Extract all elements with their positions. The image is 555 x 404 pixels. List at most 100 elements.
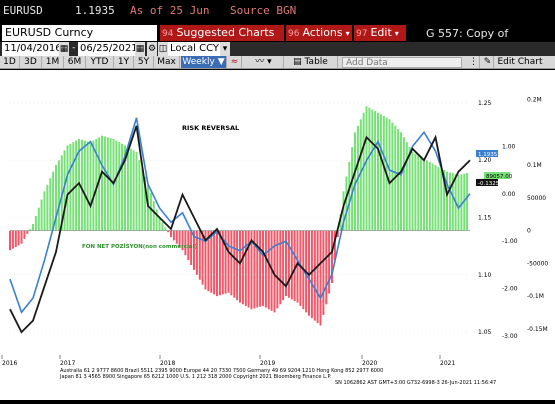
ticker-price: 1.1935 xyxy=(75,4,115,17)
tab-ytd[interactable]: YTD xyxy=(86,56,114,68)
line-style-icon[interactable]: ≈ xyxy=(228,56,242,68)
position-bar xyxy=(348,161,351,231)
position-bar xyxy=(164,227,167,231)
position-bar xyxy=(414,153,417,231)
last-position-box xyxy=(484,172,510,179)
position-bar xyxy=(285,230,287,297)
position-bar xyxy=(420,156,423,231)
position-bar xyxy=(264,230,267,308)
position-bar xyxy=(233,230,236,298)
position-bar xyxy=(98,137,101,231)
position-bar xyxy=(144,176,147,231)
position-bar xyxy=(201,230,204,285)
table-button[interactable]: ▤ Table xyxy=(284,56,338,68)
position-tick-label: 0.2M xyxy=(527,97,542,104)
time-tick-label: 2020 xyxy=(362,360,377,367)
position-bar xyxy=(167,230,170,233)
gridlines xyxy=(10,102,470,333)
position-bar xyxy=(342,191,345,231)
position-bar xyxy=(282,230,285,301)
suggested-charts-menu[interactable]: 94 Suggested Charts xyxy=(160,25,284,41)
chart-settings-icon[interactable]: ⚙ xyxy=(147,42,157,56)
position-bar xyxy=(161,222,164,231)
position-bars xyxy=(9,106,469,326)
position-bar xyxy=(287,230,290,298)
position-bar xyxy=(457,174,460,231)
position-bar xyxy=(218,230,221,296)
position-bar xyxy=(101,135,103,231)
position-bar xyxy=(308,230,310,316)
ticker-symbol: EURUSD xyxy=(3,4,43,17)
position-bar xyxy=(20,230,23,244)
position-bar xyxy=(256,230,259,308)
position-bar xyxy=(374,111,377,231)
position-bar xyxy=(331,230,333,283)
position-bar xyxy=(354,132,356,231)
position-bar xyxy=(121,143,124,231)
tab-1m[interactable]: 1M xyxy=(42,56,64,68)
position-bar xyxy=(440,168,443,231)
position-bar xyxy=(365,106,368,231)
position-annotation: FON NET POZİSYON(non commercial) xyxy=(82,243,197,250)
position-bar xyxy=(446,171,448,231)
start-date-field[interactable]: 11/04/2016 xyxy=(2,42,62,56)
tab-6m[interactable]: 6M xyxy=(64,56,86,68)
currency-dropdown-icon[interactable]: ▾ xyxy=(220,42,230,56)
chart-area[interactable]: RISK REVERSAL FON NET POZİSYON(non comme… xyxy=(0,70,555,400)
position-bar xyxy=(241,230,244,305)
actions-menu[interactable]: 96 Actions ▾ xyxy=(286,25,352,41)
position-bar xyxy=(66,145,69,231)
position-bar xyxy=(262,230,264,306)
period-select[interactable]: Weekly ▼ xyxy=(181,56,227,68)
footer-serial: SN 1062862 AST GMT+3:00 G732-6998-3 26-J… xyxy=(335,380,496,386)
tab-1y[interactable]: 1Y xyxy=(114,56,134,68)
position-bar xyxy=(227,230,230,293)
position-bar xyxy=(236,230,239,301)
edit-chart-button[interactable]: Edit Chart xyxy=(497,57,543,67)
add-data-input[interactable]: Add Data xyxy=(342,57,462,68)
position-bar xyxy=(29,229,32,231)
position-bar xyxy=(276,230,279,309)
position-bar xyxy=(138,160,141,231)
time-tick-label: 2021 xyxy=(440,360,455,367)
tab-5y[interactable]: 5Y xyxy=(134,56,154,68)
position-bar xyxy=(135,152,138,231)
end-calendar-icon[interactable]: ▦ xyxy=(135,42,145,56)
edit-menu[interactable]: 97 Edit ▾ xyxy=(354,25,406,41)
tab-3d[interactable]: 3D xyxy=(20,56,42,68)
currency-select[interactable]: Local CCY xyxy=(168,42,220,56)
position-bar xyxy=(319,230,322,326)
position-bar xyxy=(466,172,469,231)
position-bar xyxy=(391,122,394,231)
chart-type-button[interactable]: 〰 ▾ xyxy=(244,56,284,68)
price-tick-label: 1.20 xyxy=(478,157,492,164)
pencil-icon[interactable]: ✎ xyxy=(482,56,494,68)
position-bar xyxy=(34,215,37,231)
security-field[interactable]: EURUSD Curncy xyxy=(2,25,157,41)
tab-1d[interactable]: 1D xyxy=(0,56,20,68)
position-bar xyxy=(316,230,319,324)
last-price-box xyxy=(476,150,498,157)
position-bar xyxy=(126,147,129,231)
position-bar xyxy=(359,119,362,231)
position-bar xyxy=(362,112,365,231)
end-date-field[interactable]: 06/25/2021 xyxy=(78,42,138,56)
compare-icon[interactable]: ◫ xyxy=(158,42,168,56)
edit-label: Edit xyxy=(370,26,392,39)
position-bar xyxy=(216,230,218,297)
function-menubar: EURUSD Curncy 94 Suggested Charts 96 Actio… xyxy=(0,24,555,53)
position-bar xyxy=(184,230,187,256)
position-bar xyxy=(423,158,425,231)
position-bar xyxy=(198,230,201,280)
price-tick-label: 1.05 xyxy=(478,329,492,336)
position-bar xyxy=(106,137,109,231)
position-bar xyxy=(63,150,66,231)
options-icon[interactable]: ⋮ xyxy=(469,56,480,68)
position-bar xyxy=(43,191,46,231)
position-tick-label: -50000 xyxy=(527,260,548,267)
position-bar xyxy=(379,114,382,231)
suggested-charts-number: 94 xyxy=(162,29,174,39)
tab-max[interactable]: Max xyxy=(154,56,180,68)
start-calendar-icon[interactable]: ▦ xyxy=(59,42,69,56)
as-of-date: As of 25 Jun xyxy=(130,4,210,17)
